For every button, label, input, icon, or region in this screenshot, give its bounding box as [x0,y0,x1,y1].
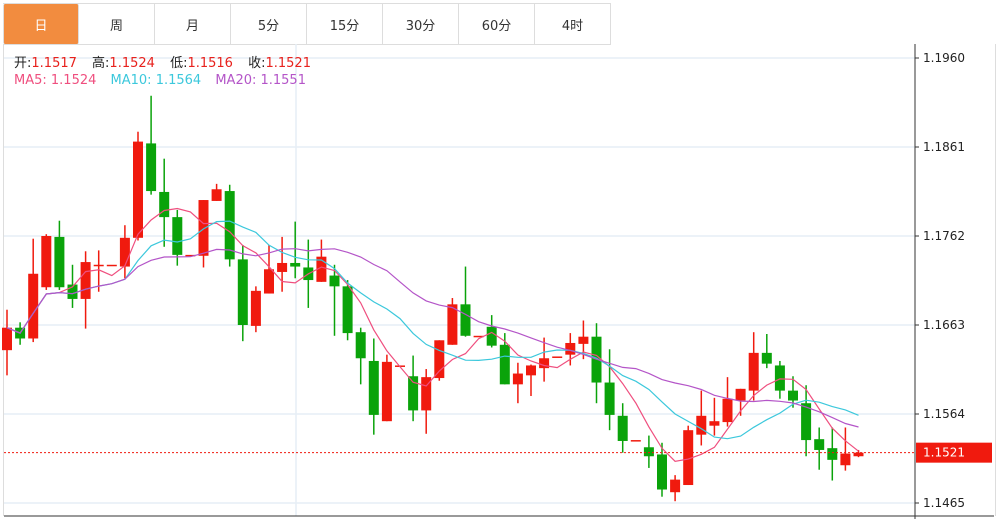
candle-up [277,262,288,272]
candle-down [355,332,366,359]
y-tick-label: 1.1960 [923,51,965,65]
candle-down [761,352,772,364]
candle-up [185,254,196,257]
candle-up [722,398,733,423]
candle-up [696,415,707,435]
candle-down [617,415,628,441]
candle-up [748,352,759,391]
candle-up [119,237,130,267]
candle-up [512,373,523,385]
ma-readout: MA5: 1.1524 MA10: 1.1564 MA20: 1.1551 [14,73,316,88]
candle-up [28,273,39,339]
ma10-value: MA10: 1.1564 [110,73,202,88]
high-label: 高: [92,56,110,71]
tab-30min[interactable]: 30分 [383,4,459,44]
candle-up [670,479,681,493]
close-label: 收: [248,56,266,71]
candle-up [41,236,52,288]
high-value: 1.1524 [109,56,155,71]
candle-down [827,448,838,460]
candle-up [316,256,327,282]
tab-month[interactable]: 月 [155,4,231,44]
candle-up [539,358,550,369]
candle-up [106,264,117,267]
candle-up [683,430,694,486]
ma20-line [6,248,859,428]
candle-down [801,403,812,441]
candle-up [211,189,222,201]
candle-up [735,388,746,401]
period-tabs: 日 周 月 5分 15分 30分 60分 4时 [3,3,611,45]
candle-up [578,336,589,344]
candle-down [172,217,183,255]
open-value: 1.1517 [31,56,77,71]
y-tick-label: 1.1861 [923,140,965,154]
candle-up [473,335,484,338]
ma5-line [6,207,859,462]
candle-up [264,269,274,294]
tab-15min[interactable]: 15分 [307,4,383,44]
close-value: 1.1521 [265,56,311,71]
candle-down [290,262,301,267]
candle-up [840,453,851,466]
candle-up [853,452,864,457]
candle-down [329,275,340,287]
candle-down [54,236,65,288]
candle-down [460,304,471,336]
y-tick-label: 1.1465 [923,496,965,510]
candle-up [93,264,104,267]
candle-up [421,377,432,411]
candle-up [198,200,209,256]
ma20-value: MA20: 1.1551 [215,73,306,88]
candle-up [2,327,12,351]
ma10-line [6,220,859,440]
last-price-label: 1.1521 [923,446,965,460]
open-label: 开: [14,56,32,71]
candle-down [159,191,170,218]
candle-up [434,340,445,379]
candle-up [526,365,536,376]
candle-down [657,454,667,490]
chart-frame [3,44,996,516]
candle-up [709,421,720,426]
y-tick-label: 1.1762 [923,229,965,243]
candle-down [499,344,510,385]
candle-up [381,361,392,422]
candle-up [630,440,641,442]
candle-down [224,191,235,260]
low-value: 1.1516 [187,56,233,71]
candle-down [342,286,353,334]
ohlc-readout: 开:1.1517 高:1.1524 低:1.1516 收:1.1521 [14,52,322,71]
candle-up [447,304,458,345]
candle-up [250,290,261,326]
candle-up [552,356,563,358]
candle-down [67,284,78,299]
candle-down [368,360,379,415]
y-tick-label: 1.1663 [923,318,965,332]
tab-week[interactable]: 周 [79,4,155,44]
tab-60min[interactable]: 60分 [459,4,535,44]
y-tick-label: 1.1564 [923,407,965,421]
tab-day[interactable]: 日 [3,4,79,44]
candle-up [133,141,143,238]
candle-down [146,143,157,192]
candle-down [237,259,248,325]
candle-down [814,439,825,450]
last-price-badge [916,442,992,463]
tab-4hour[interactable]: 4时 [535,4,611,44]
candle-down [486,326,497,346]
candle-up [565,342,576,355]
ma5-value: MA5: 1.1524 [14,73,97,88]
candle-down [604,382,615,415]
candle-up [80,262,91,299]
candle-down [774,365,785,391]
candle-down [788,390,798,401]
low-label: 低: [170,56,188,71]
candle-down [408,376,419,411]
candle-down [643,447,654,457]
tab-5min[interactable]: 5分 [231,4,307,44]
